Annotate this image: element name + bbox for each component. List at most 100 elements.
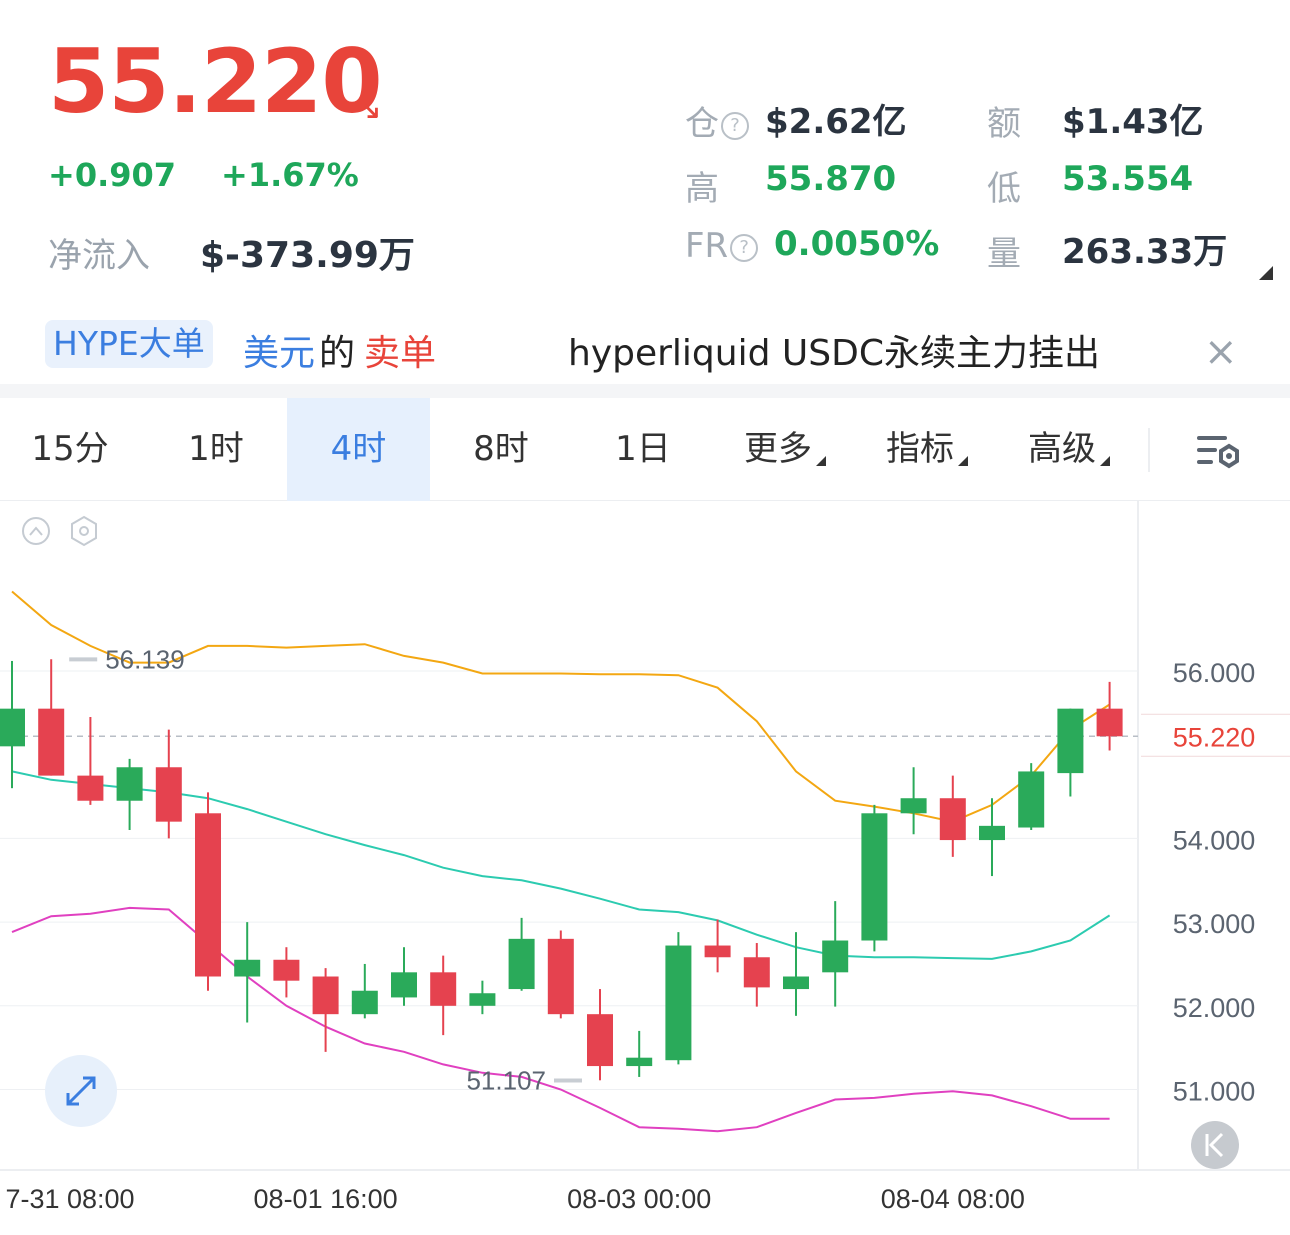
candle-body — [508, 938, 535, 990]
candle-up — [0, 660, 25, 789]
current-price-label: 55.220 — [1173, 722, 1256, 752]
turnover-value: $1.43亿 — [1062, 102, 1204, 142]
chart-grid — [0, 501, 1290, 1171]
close-icon[interactable]: × — [1204, 329, 1238, 375]
tab-more[interactable]: 更多 — [714, 398, 856, 501]
chart-settings-icon[interactable] — [1193, 432, 1241, 472]
candle-body — [234, 959, 261, 977]
funding-rate-label[interactable]: FR? — [685, 226, 759, 266]
candle-up — [1018, 763, 1045, 831]
chart-markers: 56.139 51.107 — [69, 644, 582, 1096]
low-value: 53.554 — [1062, 159, 1194, 199]
ticker-text: 卖单 — [364, 333, 437, 374]
price-change: +0.907 — [48, 156, 177, 194]
expand-stats-icon[interactable] — [1259, 266, 1273, 280]
x-tick-label: 08-04 08:00 — [881, 1184, 1025, 1214]
candle-up — [822, 901, 849, 1007]
candle-body — [0, 708, 25, 747]
candle-up — [234, 922, 261, 1023]
candle-body — [391, 972, 417, 998]
candle-down — [547, 930, 574, 1019]
y-tick-label: 52.000 — [1173, 993, 1256, 1023]
bollinger-bands — [11, 590, 1111, 1133]
candle-body — [783, 976, 809, 990]
candle-up — [469, 980, 496, 1015]
ticker-headline: hyperliquid USDC永续主力挂出 — [568, 333, 1100, 374]
candle-up — [508, 917, 535, 991]
trend-down-icon: ↘ — [354, 88, 383, 128]
candle-body — [665, 945, 692, 1061]
candle-body — [743, 957, 770, 988]
tab-1d[interactable]: 1日 — [615, 429, 671, 469]
candle-up — [626, 1030, 653, 1077]
candlestick-chart[interactable]: 56.000 54.000 53.000 52.000 51.000 55.220 7-3… — [0, 501, 1290, 1235]
dropdown-icon — [816, 456, 826, 466]
open-interest-label[interactable]: 仓? — [685, 96, 749, 145]
candle-down — [312, 968, 339, 1052]
candles — [0, 659, 1123, 1081]
expand-arrows-icon[interactable] — [45, 1055, 117, 1127]
candle-body — [351, 990, 378, 1015]
candle-body — [900, 798, 927, 814]
candle-down — [77, 717, 104, 805]
tab-1h[interactable]: 1时 — [188, 429, 244, 469]
max-marker-label: 56.139 — [105, 644, 185, 674]
candle-down — [430, 955, 457, 1036]
candle-body — [116, 767, 143, 801]
tab-8h[interactable]: 8时 — [473, 429, 529, 469]
candle-body — [77, 775, 104, 801]
volume-label: 量 — [987, 234, 1021, 274]
candle-body — [861, 813, 888, 941]
chevron-up-circle-icon[interactable] — [22, 517, 50, 545]
dropdown-icon — [958, 456, 968, 466]
candle-up — [861, 804, 888, 952]
low-label: 低 — [987, 169, 1021, 209]
candle-down — [743, 943, 770, 1007]
candle-down — [155, 729, 182, 839]
candle-body — [704, 945, 731, 958]
candle-body — [547, 938, 574, 1015]
y-tick-label: 56.000 — [1173, 658, 1256, 688]
price-axis: 56.000 54.000 53.000 52.000 51.000 55.220 — [1141, 658, 1290, 1107]
candle-body — [430, 972, 457, 1006]
boll-lower-line — [11, 906, 1110, 1133]
last-price: 55.220 — [48, 30, 383, 133]
tab-4h[interactable]: 4时 — [287, 398, 430, 501]
high-value: 55.870 — [765, 159, 897, 199]
candle-body — [626, 1057, 653, 1067]
candle-body — [38, 708, 65, 776]
candle-up — [116, 758, 143, 831]
candle-down — [38, 659, 65, 776]
candle-body — [587, 1014, 613, 1067]
funding-rate-value: 0.0050% — [774, 224, 940, 264]
tab-indicators[interactable]: 指标 — [856, 398, 998, 501]
candle-up — [900, 767, 927, 835]
x-tick-label: 7-31 08:00 — [5, 1184, 134, 1214]
tab-advanced[interactable]: 高级 — [998, 398, 1140, 501]
candle-up — [979, 798, 1005, 877]
current-price-tag — [1141, 714, 1290, 757]
high-label: 高 — [685, 169, 719, 209]
candle-up — [351, 963, 378, 1019]
news-ticker[interactable]: HYPE大单 美元 的 卖单 hyperliquid USDC永续主力挂出 × — [0, 312, 1290, 382]
tab-15m[interactable]: 15分 — [31, 429, 109, 469]
candle-down — [1096, 681, 1123, 751]
candle-body — [1096, 708, 1123, 737]
help-icon[interactable]: ? — [730, 233, 759, 262]
help-icon[interactable]: ? — [721, 111, 749, 140]
candle-up — [783, 932, 809, 1016]
time-axis: 7-31 08:00 08-01 16:00 08-03 00:00 08-04 08… — [5, 1184, 1024, 1214]
ticker-tag: HYPE大单 — [45, 320, 213, 368]
candle-body — [273, 959, 300, 981]
open-interest-value: $2.62亿 — [765, 102, 907, 142]
hexagon-settings-icon[interactable] — [71, 515, 97, 547]
candle-body — [469, 993, 496, 1006]
jump-to-latest-icon[interactable] — [1191, 1121, 1239, 1169]
boll-mid-line — [11, 770, 1111, 960]
y-tick-label: 54.000 — [1173, 825, 1256, 855]
candle-body — [939, 798, 966, 841]
volume-value: 263.33万 — [1062, 232, 1228, 272]
candle-down — [273, 947, 300, 998]
interval-tabs: 15分 1时 4时 8时 1日 更多 指标 高级 — [0, 398, 1290, 501]
candle-body — [1057, 708, 1084, 774]
